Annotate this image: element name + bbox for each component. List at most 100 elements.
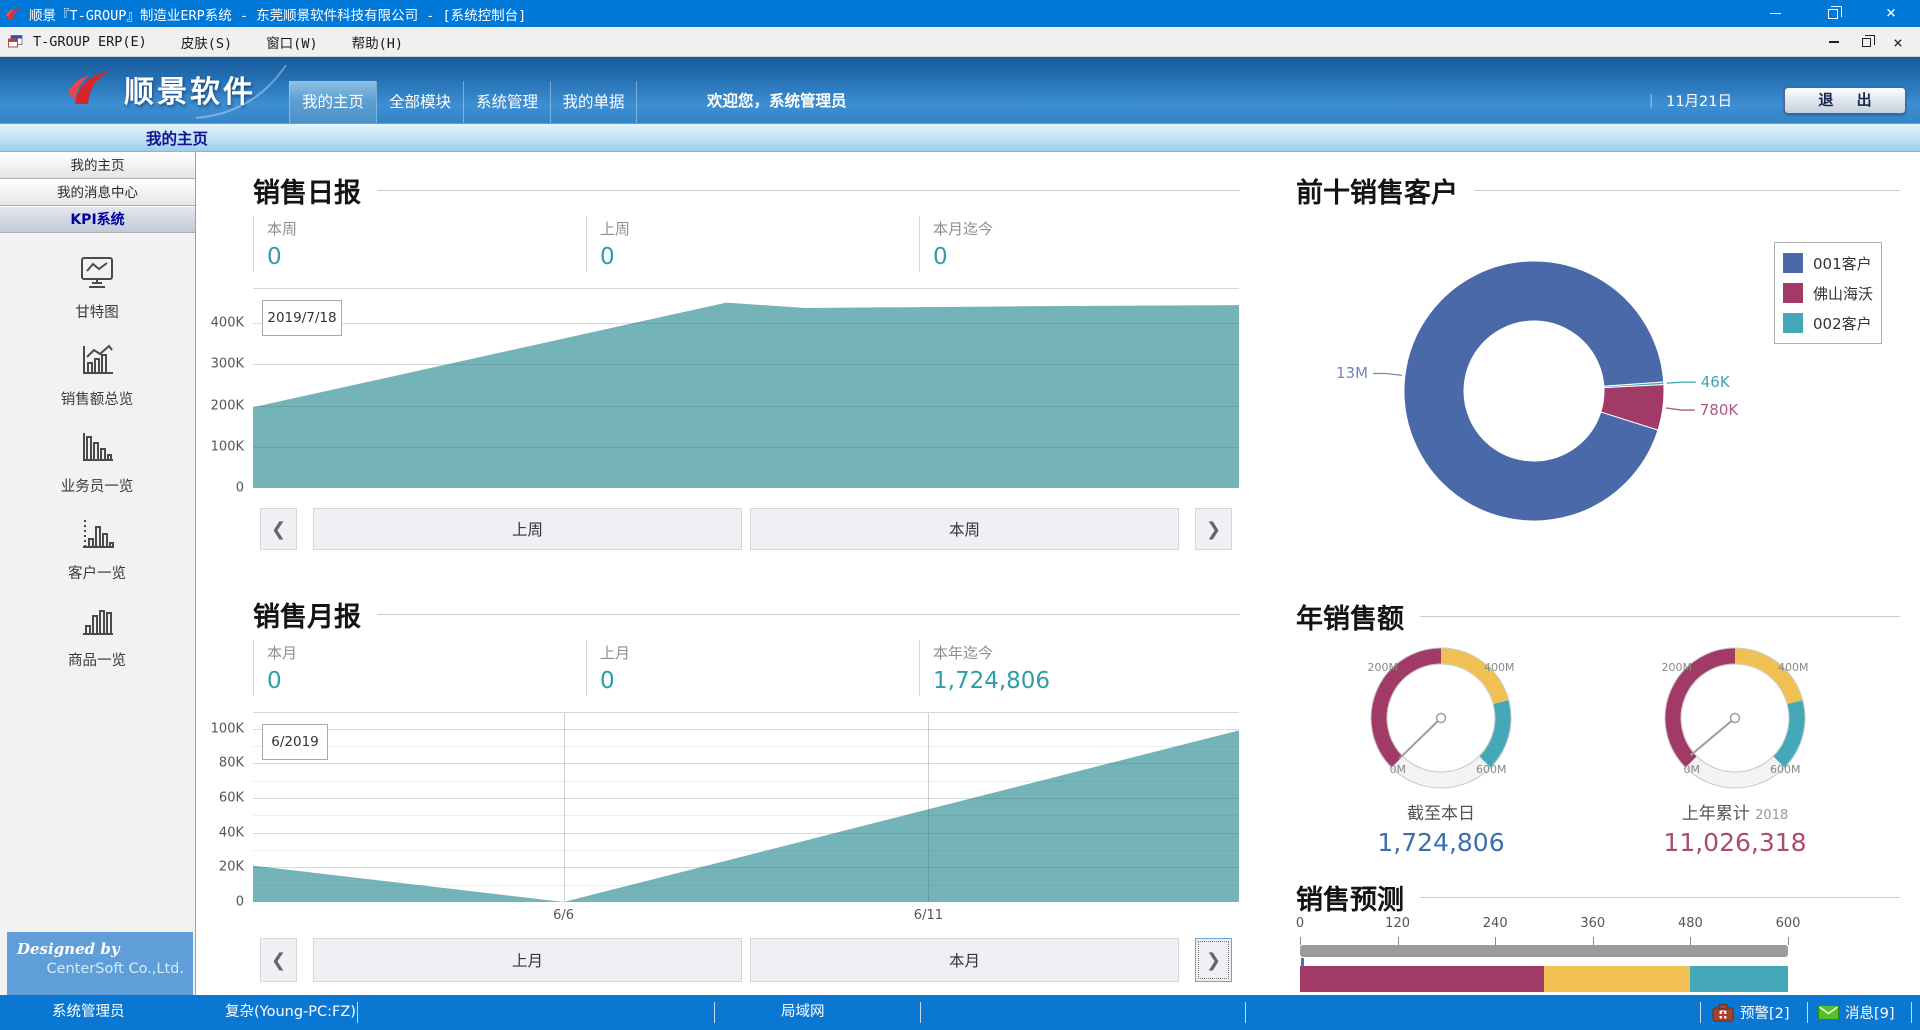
daily-last-week-button[interactable]: 上周: [313, 508, 742, 550]
monthly-last-month-button[interactable]: 上月: [313, 938, 742, 982]
menu-item-skin[interactable]: 皮肤(S): [180, 35, 233, 52]
statusbar-messages-label: 消息[9]: [1845, 1006, 1895, 1022]
mdi-minimize-icon[interactable]: [1818, 30, 1850, 54]
y-axis-tick-label: 20K: [218, 859, 244, 875]
daily-next-button[interactable]: ❯: [1195, 508, 1232, 550]
sidebar: 我的主页 我的消息中心 KPI系统 甘特图 销售额总览 业务员一览: [0, 152, 196, 995]
mdi-close-icon[interactable]: ×: [1893, 32, 1903, 52]
sidebar-item-my-home[interactable]: 我的主页: [0, 152, 195, 179]
menu-item-tgroup-erp[interactable]: T-GROUP ERP(E): [33, 33, 147, 50]
statusbar-alerts[interactable]: 预警[2]: [1712, 995, 1790, 1030]
forecast-axis-label: 480: [1677, 916, 1703, 931]
subtab-my-home[interactable]: 我的主页: [146, 130, 209, 148]
forecast-bar-segment: [1544, 966, 1691, 992]
window-title: 顺景『T-GROUP』制造业ERP系统 - 东莞顺景软件科技有限公司 - [系统…: [29, 7, 527, 24]
statusbar-separator: [920, 1002, 921, 1023]
kpi-item-gantt[interactable]: 甘特图: [0, 256, 194, 321]
legend-item-foshan: 佛山海沃: [1783, 278, 1873, 308]
monthly-section-header: 销售月报: [253, 596, 1240, 633]
gauge-tick-label: 600M: [1770, 763, 1801, 776]
restore-icon[interactable]: [1804, 0, 1862, 27]
monthly-this-month-button[interactable]: 本月: [750, 938, 1179, 982]
mdi-restore-icon[interactable]: [1850, 30, 1882, 54]
monthly-prev-button[interactable]: ❮: [260, 938, 297, 982]
horizontal-gridline: [253, 832, 1239, 834]
statusbar-separator: [1807, 1002, 1808, 1023]
close-icon[interactable]: ×: [1885, 3, 1897, 23]
gantt-chart-icon: [77, 256, 117, 294]
tab-system-management[interactable]: 系统管理: [463, 81, 550, 123]
stat-last-week: 上周 0: [586, 216, 919, 272]
gauge-current-label: 截至本日: [1407, 804, 1475, 824]
forecast-axis-tick: [1397, 937, 1399, 945]
monthly-next-button[interactable]: ❯: [1195, 938, 1232, 982]
y-axis-tick-label: 300K: [210, 356, 244, 372]
forecast-marker: [1301, 958, 1304, 966]
customers-section-header: 前十销售客户: [1296, 172, 1900, 209]
horizontal-gridline: [253, 797, 1239, 799]
kpi-item-label: 业务员一览: [60, 479, 134, 495]
sidebar-item-kpi-system[interactable]: KPI系统: [0, 206, 195, 233]
sidebar-item-message-center[interactable]: 我的消息中心: [0, 179, 195, 206]
mdi-controls: ×: [1818, 27, 1914, 57]
gauge-lastyear-canvas: 0M 200M 400M 600M: [1650, 646, 1820, 796]
donut-slice-label: 46K: [1700, 373, 1730, 392]
window-controls: ×: [1746, 0, 1920, 27]
kpi-item-customer-list[interactable]: 客户一览: [0, 517, 194, 582]
annual-section-header: 年销售额: [1296, 598, 1900, 635]
y-axis-tick-label: 0: [235, 894, 244, 910]
stat-year-to-date: 本年迄今 1,724,806: [919, 640, 1252, 696]
header-right: ｜ 11月21日 退 出: [1644, 87, 1906, 114]
donut-slice-label: 780K: [1699, 401, 1739, 420]
horizontal-gridline: [253, 867, 1239, 869]
customers-donut-chart: 46K 780K 13M: [1336, 256, 1738, 526]
x-axis-tick-label: 6/11: [913, 908, 944, 923]
menu-item-help[interactable]: 帮助(H): [351, 35, 403, 52]
tab-all-modules[interactable]: 全部模块: [376, 81, 463, 123]
stat-month-to-date: 本月迄今 0: [919, 216, 1252, 272]
forecast-track: [1300, 945, 1788, 957]
statusbar-messages[interactable]: 消息[9]: [1818, 995, 1895, 1030]
forecast-axis-tick: [1300, 937, 1301, 945]
minimize-icon[interactable]: [1746, 0, 1804, 27]
kpi-item-sales-overview[interactable]: 销售额总览: [0, 343, 194, 408]
kpi-item-salesman-list[interactable]: 业务员一览: [0, 430, 194, 495]
forecast-axis-label: 0: [1295, 916, 1305, 931]
forecast-axis-tick: [1690, 937, 1692, 945]
daily-chart-nav: ❮ 上周 本周 ❯: [260, 508, 1232, 550]
stat-this-week: 本周 0: [253, 216, 586, 272]
daily-prev-button[interactable]: ❮: [260, 508, 297, 550]
gauge-lastyear-value: 11,026,318: [1663, 828, 1807, 857]
chart-tooltip: 2019/7/18: [262, 300, 342, 336]
customers-section-title: 前十销售客户: [1296, 177, 1458, 209]
sub-tab-bar: 我的主页: [0, 123, 1920, 152]
gauge-last-year: 0M 200M 400M 600M 上年累计 2018 11,026,318: [1650, 646, 1820, 857]
daily-this-week-button[interactable]: 本周: [750, 508, 1179, 550]
monthly-sales-area-chart: 100K 80K 60K 40K 20K 0 6/6 6/11 6/2019: [211, 712, 1239, 923]
daily-sales-area-chart: 400K 300K 200K 100K 0 2019/7/18: [211, 288, 1239, 496]
statusbar-separator: [357, 1002, 358, 1023]
gauge-lastyear-year: 2018: [1755, 808, 1789, 823]
forecast-axis-label: 360: [1580, 916, 1606, 931]
tab-my-home[interactable]: 我的主页: [289, 81, 376, 123]
menu-item-window[interactable]: 窗口(W): [266, 35, 318, 52]
forecast-axis-label: 240: [1482, 916, 1508, 931]
gauge-tick-label: 600M: [1476, 763, 1507, 776]
kpi-item-product-list[interactable]: 商品一览: [0, 604, 194, 669]
header-swoosh-decoration: [195, 64, 288, 123]
horizontal-gridline: [253, 728, 1239, 730]
daily-section-header: 销售日报: [253, 172, 1240, 209]
tab-my-documents[interactable]: 我的单据: [550, 81, 637, 123]
app-logo-icon: [5, 5, 23, 23]
kpi-list: 甘特图 销售额总览 业务员一览 客户一览: [0, 256, 194, 691]
legend-item-001: 001客户: [1783, 248, 1873, 278]
gauge-lastyear-label: 上年累计 2018: [1681, 804, 1789, 824]
stat-this-month: 本月 0: [253, 640, 586, 696]
legend-item-002: 002客户: [1783, 308, 1873, 338]
forecast-stacked-bar: [1300, 966, 1788, 992]
gauge-current-canvas: 0M 200M 400M 600M: [1356, 646, 1526, 796]
exit-button[interactable]: 退 出: [1784, 87, 1906, 114]
y-axis-tick-label: 400K: [210, 315, 244, 331]
envelope-icon: [1818, 1005, 1839, 1020]
kpi-item-label: 甘特图: [75, 305, 119, 321]
